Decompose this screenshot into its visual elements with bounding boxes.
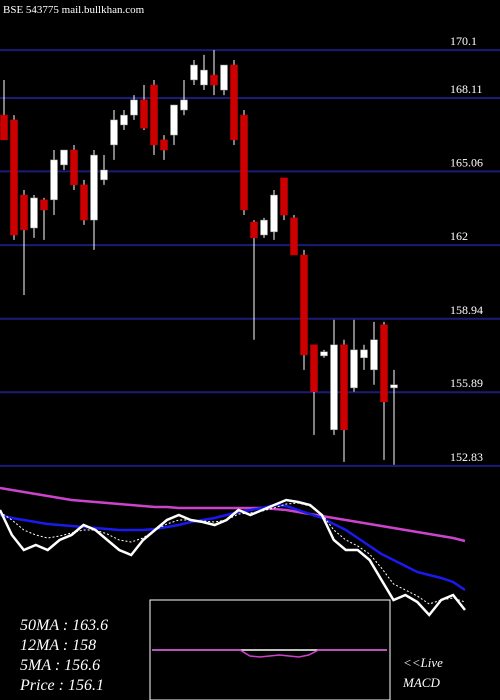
indicator-line [0,502,466,605]
legend-text: Price : 156.1 [19,677,104,694]
legend-text: 5MA : 156.6 [20,657,100,674]
candle-body [120,114,128,126]
candle-body [40,199,48,211]
y-tick-label: 162 [450,229,468,243]
candle-body [10,119,18,236]
candle-body [270,194,278,233]
candle-body [300,254,308,356]
candle-body [100,169,108,181]
indicator-line [0,503,466,592]
candle-body [370,339,378,371]
y-tick-label: 168.11 [450,82,483,96]
candle-body [230,64,238,141]
candle-body [50,159,58,201]
candle-body [0,114,8,141]
candle-body [70,149,78,186]
candle-body [310,344,318,392]
legend-text: 50MA : 163.6 [20,617,108,634]
candle-body [390,384,398,389]
candle-body [280,177,288,216]
candle-body [110,119,118,146]
candle-body [20,194,28,231]
candle-body [220,64,228,91]
candle-body [150,84,158,146]
macd-line [152,649,387,658]
candle-body [130,99,138,116]
candle-body [80,184,88,221]
candle-body [250,221,258,239]
candle-body [360,349,368,359]
candle-body [200,69,208,86]
candle-body [340,344,348,431]
candle-body [30,197,38,229]
candle-body [170,104,178,136]
legend-text: 12MA : 158 [20,637,96,654]
candle-body [90,154,98,221]
candle-body [380,324,388,403]
candle-body [60,149,68,166]
candle-body [350,349,358,389]
y-tick-label: 165.06 [450,155,483,169]
candle-body [180,99,188,111]
y-tick-label: 155.89 [450,376,483,390]
candle-body [210,74,218,86]
candle-body [260,219,268,236]
indicator-line [0,486,466,543]
macd-label: <<Live [403,655,443,670]
y-tick-label: 170.1 [450,34,477,48]
candle-body [190,64,198,81]
candle-body [140,99,148,129]
candle-body [320,351,328,357]
candle-body [290,217,298,256]
y-tick-label: 152.83 [450,450,483,464]
candle-body [330,344,338,431]
candle-body [240,114,248,211]
macd-label: MACD [402,675,440,690]
macd-box [149,599,391,700]
y-tick-label: 158.94 [450,303,483,317]
indicator-line [0,498,466,617]
chart-title: BSE 543775 mail.bullkhan.com [3,4,145,16]
candle-body [160,139,168,151]
